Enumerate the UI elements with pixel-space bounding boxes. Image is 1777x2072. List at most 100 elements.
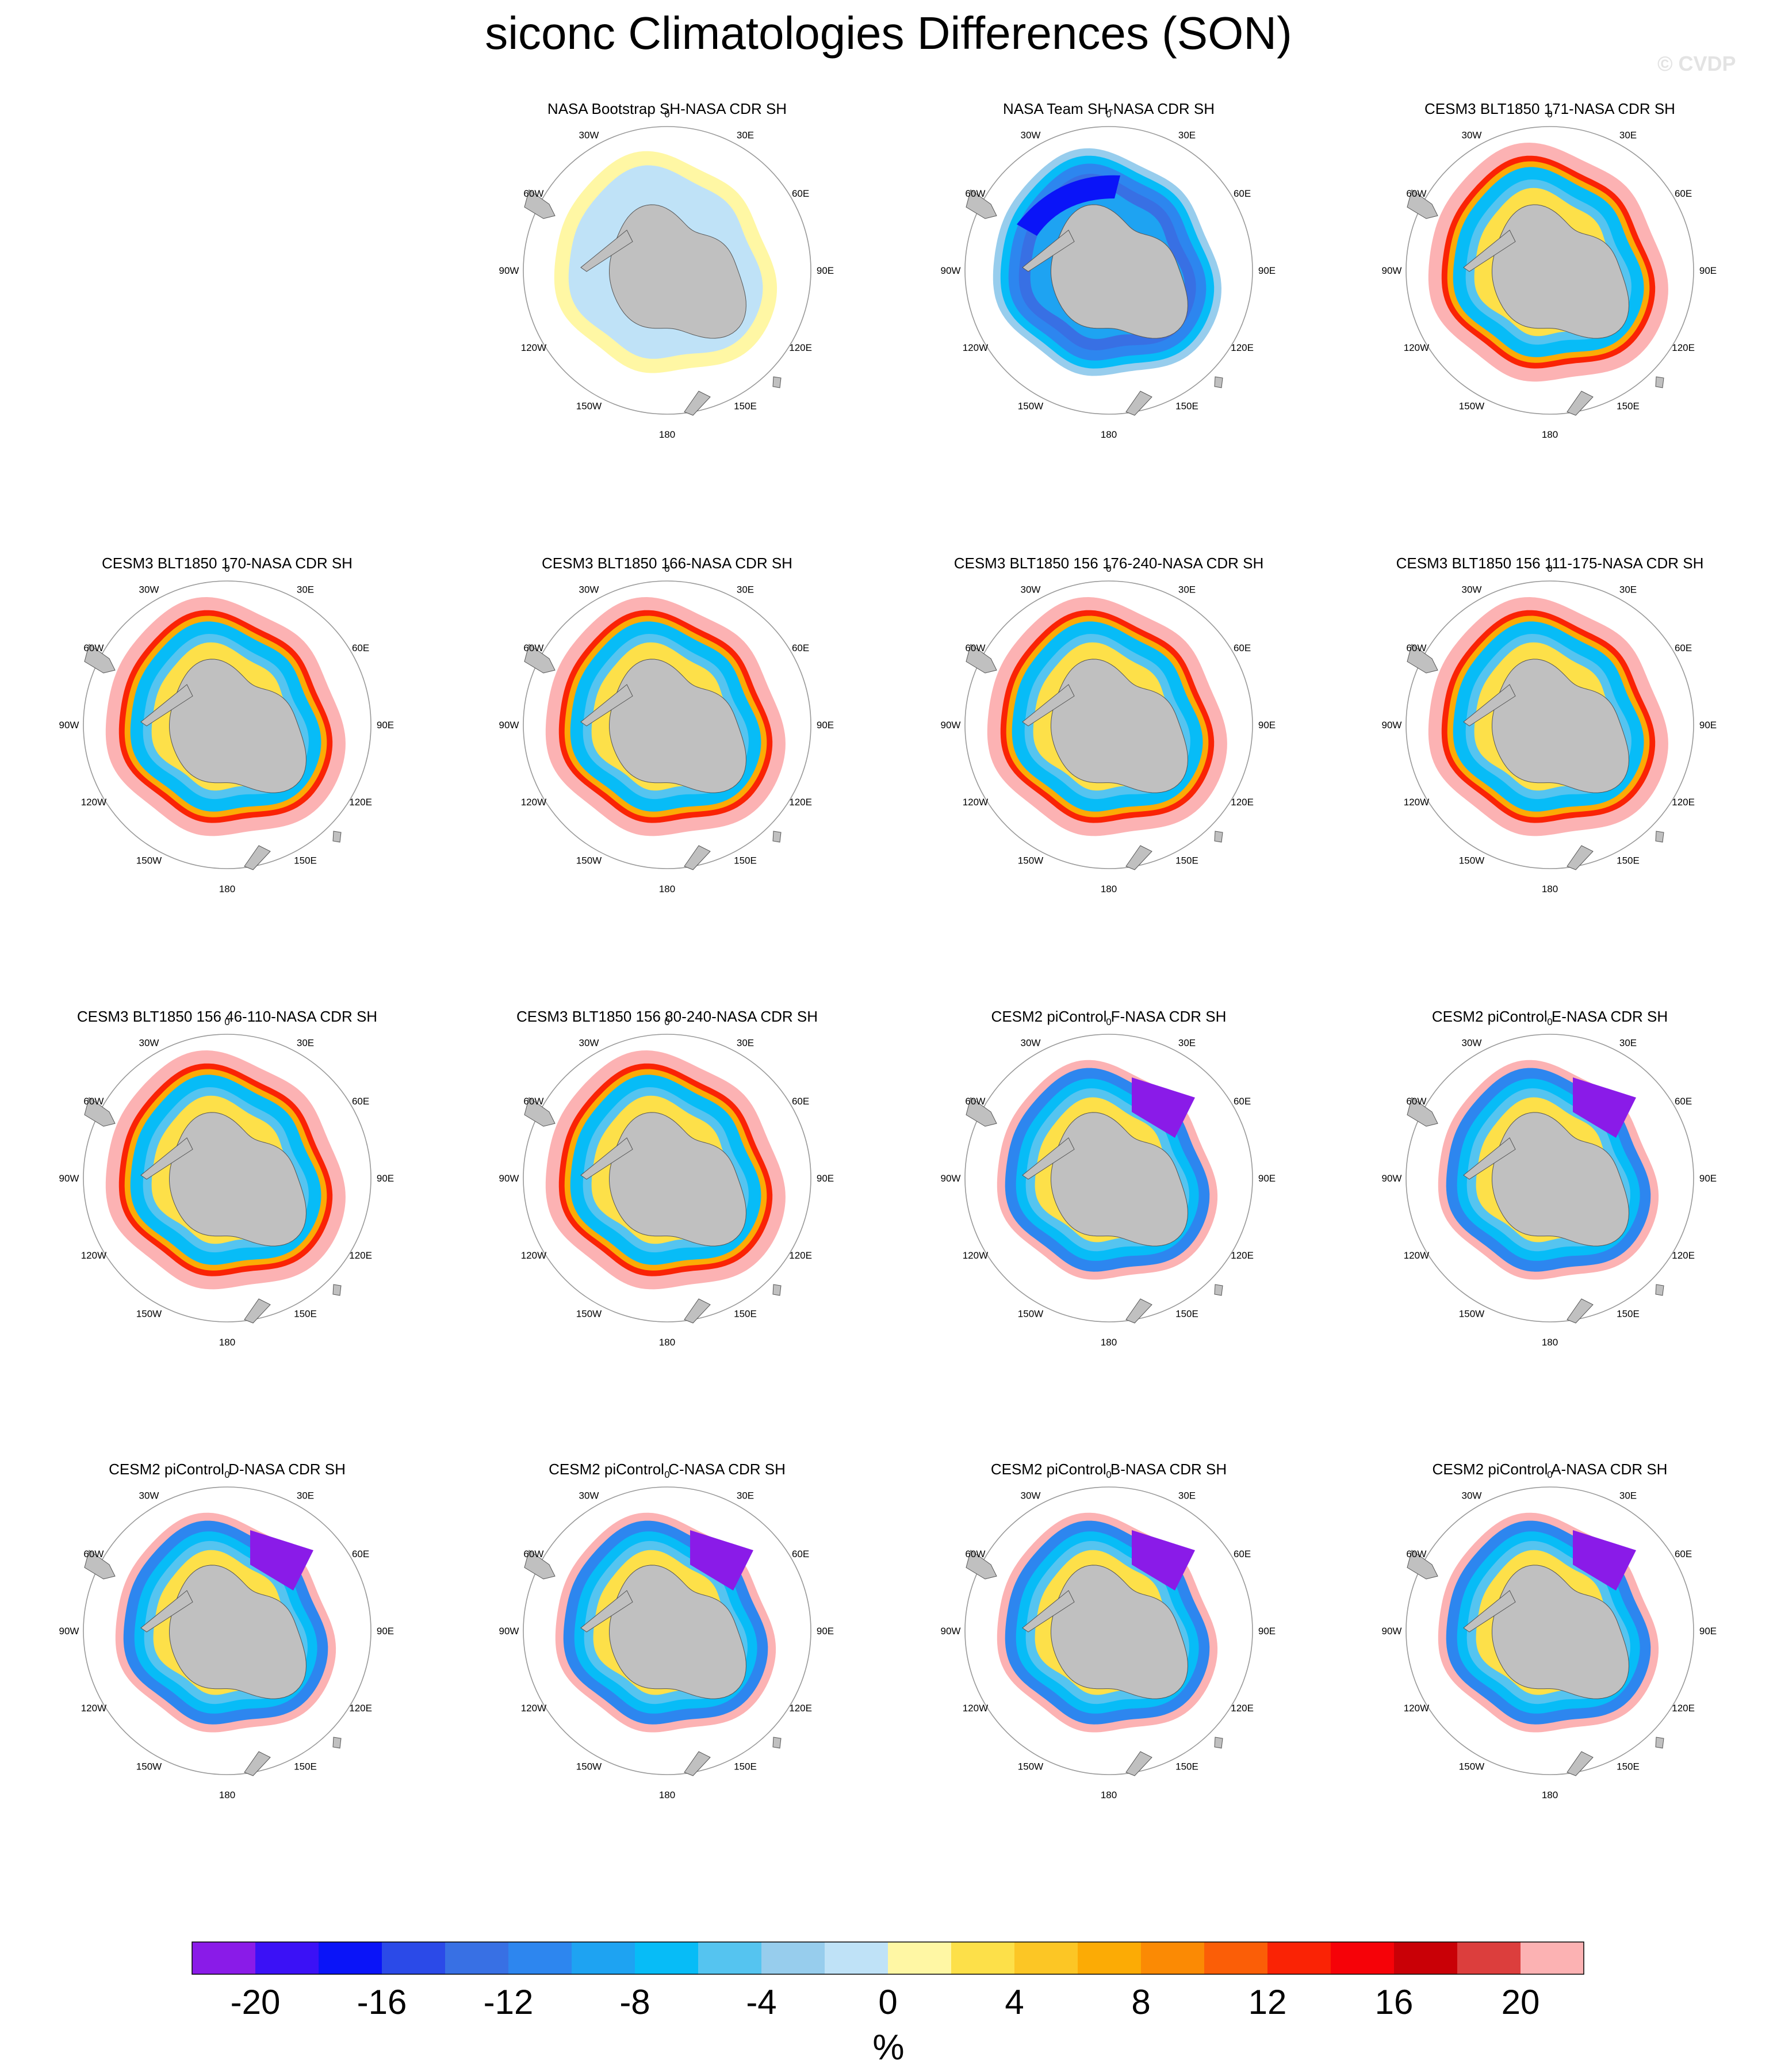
colorbar-swatch (951, 1942, 1015, 1974)
new-zealand-landmass (684, 391, 711, 416)
colorbar-swatch (1141, 1942, 1205, 1974)
lon-label-60w: 60W (83, 643, 104, 653)
lon-label-30e: 30E (1619, 1037, 1637, 1048)
south-america-landmass (524, 1550, 556, 1580)
lon-label-60e: 60E (1234, 188, 1251, 199)
lon-label-150w: 150W (136, 1309, 162, 1320)
antarctic-peninsula (580, 1137, 633, 1180)
lon-label-90e: 90E (1699, 1626, 1717, 1637)
lon-label-120e: 120E (1672, 1250, 1695, 1261)
colorbar-swatch (698, 1942, 762, 1974)
lon-label-150e: 150E (1175, 401, 1198, 412)
new-zealand-landmass (244, 1751, 271, 1776)
colorbar-swatch (1078, 1942, 1142, 1974)
antarctic-peninsula (1463, 230, 1516, 272)
map-7: 0 30E 60E 90E 120E 150E 180 150W 120W 90W 60W 30W (59, 1016, 395, 1348)
lon-label-90w: 90W (499, 265, 519, 276)
colorbar-swatch (1331, 1942, 1395, 1974)
south-america-landmass (524, 644, 556, 674)
antarctic-peninsula (1022, 230, 1075, 272)
figure-title: siconc Climatologies Differences (SON) (485, 7, 1292, 59)
panel-map: 0 30E 60E 90E 120E 150E 180 150W 120W 90W 60W 30W (59, 1016, 395, 1348)
antarctic-peninsula (1022, 1590, 1075, 1633)
lon-label-180: 180 (659, 1790, 675, 1800)
ice-anomaly-band (1017, 175, 1120, 236)
lon-label-60e: 60E (792, 1549, 809, 1559)
watermark: © CVDP (1657, 52, 1736, 75)
lon-label-90e: 90E (1699, 720, 1717, 731)
ice-anomaly-band (1132, 1077, 1195, 1138)
new-zealand-landmass (244, 845, 271, 870)
tasmania-landmass (1214, 1284, 1223, 1296)
lon-label-30w: 30W (1021, 129, 1041, 140)
lon-label-90w: 90W (499, 1626, 519, 1637)
south-america-landmass (1407, 189, 1438, 219)
map-11: 0 30E 60E 90E 120E 150E 180 150W 120W 90W 60W 30W (59, 1469, 395, 1800)
lon-label-180: 180 (1542, 429, 1558, 440)
panel-title: CESM3 BLT1850 156 80-240-NASA CDR SH (516, 1008, 818, 1025)
panel-map: 0 30E 60E 90E 120E 150E 180 150W 120W 90W 60W 30W (1382, 109, 1717, 440)
lon-label-180: 180 (1542, 1790, 1558, 1800)
lon-label-180: 180 (1542, 884, 1558, 894)
colorbar-units: % (872, 2028, 905, 2067)
lon-label-60w: 60W (83, 1096, 104, 1107)
lon-label-150e: 150E (1175, 1761, 1198, 1772)
panel-title: CESM2 piControl C-NASA CDR SH (549, 1461, 786, 1478)
lon-label-120e: 120E (349, 797, 372, 808)
lon-label-60w: 60W (1406, 1549, 1426, 1559)
lon-label-120w: 120W (81, 1703, 106, 1714)
colorbar-swatch (761, 1942, 825, 1974)
lon-label-120w: 120W (521, 1250, 546, 1261)
panel-map: 0 30E 60E 90E 120E 150E 180 150W 120W 90W 60W 30W (499, 1016, 834, 1348)
ice-anomaly-band (1573, 1530, 1636, 1591)
ice-anomaly-band (1573, 1077, 1636, 1138)
lon-label-180: 180 (659, 429, 675, 440)
lon-label-120w: 120W (521, 1703, 546, 1714)
lon-label-120e: 120E (1231, 1250, 1254, 1261)
lon-label-90e: 90E (377, 1173, 394, 1184)
lon-label-60w: 60W (1406, 1096, 1426, 1107)
lon-label-30e: 30E (297, 1490, 314, 1501)
lon-label-150w: 150W (576, 855, 602, 866)
lon-label-120e: 120E (1672, 797, 1695, 808)
lon-label-90e: 90E (377, 720, 394, 731)
lon-label-150w: 150W (1018, 1761, 1043, 1772)
tasmania-landmass (332, 831, 342, 843)
colorbar-swatch (192, 1942, 256, 1974)
panel-title: CESM3 BLT1850 156 111-175-NASA CDR SH (1396, 555, 1704, 572)
lon-label-30e: 30E (297, 1037, 314, 1048)
lon-label-30e: 30E (737, 584, 754, 595)
lon-label-0: 0 (1106, 563, 1111, 574)
lon-label-60w: 60W (83, 1549, 104, 1559)
panel-title: CESM2 piControl A-NASA CDR SH (1432, 1461, 1668, 1478)
panel-title: CESM3 BLT1850 156 46-110-NASA CDR SH (76, 1008, 378, 1025)
lon-label-150e: 150E (1617, 401, 1640, 412)
map-9: 0 30E 60E 90E 120E 150E 180 150W 120W 90W 60W 30W (941, 1016, 1276, 1348)
panel-title: CESM3 BLT1850 166-NASA CDR SH (542, 555, 792, 572)
lon-label-180: 180 (1542, 1337, 1558, 1348)
panel-map: 0 30E 60E 90E 120E 150E 180 150W 120W 90W 60W 30W (941, 1469, 1276, 1800)
panel-map: 0 30E 60E 90E 120E 150E 180 150W 120W 90W 60W 30W (499, 563, 834, 894)
lon-label-60e: 60E (792, 643, 809, 653)
lon-label-150e: 150E (294, 1761, 317, 1772)
lon-label-150w: 150W (1459, 401, 1484, 412)
lon-label-150w: 150W (136, 1761, 162, 1772)
tasmania-landmass (772, 1737, 782, 1749)
lon-label-30w: 30W (1021, 1037, 1041, 1048)
lon-label-120w: 120W (81, 1250, 106, 1261)
lon-label-90w: 90W (941, 720, 961, 731)
lon-label-0: 0 (1106, 109, 1111, 120)
lon-label-90w: 90W (1382, 720, 1402, 731)
lon-label-150e: 150E (1617, 1309, 1640, 1320)
lon-label-120w: 120W (1404, 1703, 1429, 1714)
lon-label-120w: 120W (1404, 1250, 1429, 1261)
panel-title: CESM2 piControl E-NASA CDR SH (1431, 1008, 1668, 1025)
lon-label-30w: 30W (139, 1037, 159, 1048)
tasmania-landmass (772, 376, 782, 388)
lon-label-0: 0 (664, 1469, 669, 1480)
lon-label-30w: 30W (1462, 1037, 1482, 1048)
lon-label-90e: 90E (1258, 1626, 1276, 1637)
lon-label-120w: 120W (963, 797, 988, 808)
south-america-landmass (524, 1097, 556, 1127)
colorbar-swatch (1521, 1942, 1584, 1974)
